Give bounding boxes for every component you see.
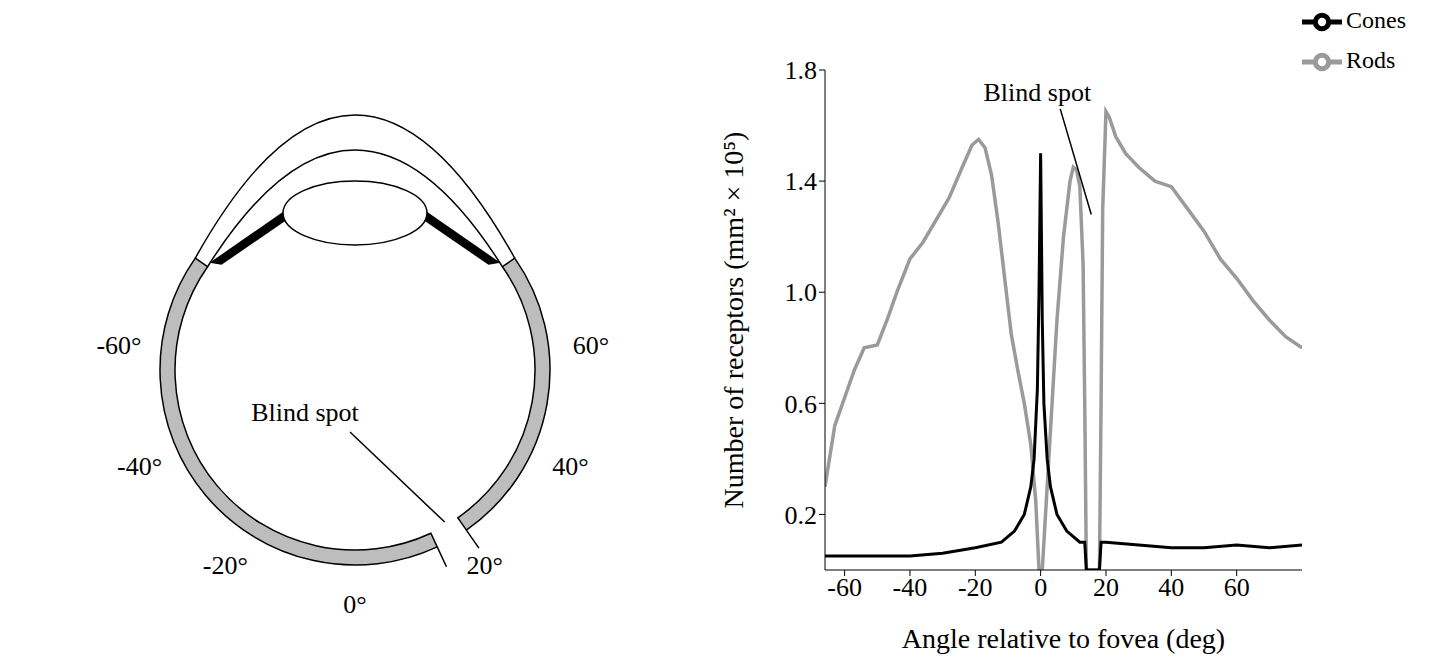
svg-text:Blind spot: Blind spot	[984, 78, 1092, 107]
svg-text:Blind spot: Blind spot	[251, 398, 359, 427]
svg-text:1.4: 1.4	[785, 167, 818, 196]
svg-text:-40°: -40°	[117, 452, 162, 481]
svg-text:60°: 60°	[573, 331, 609, 360]
svg-text:Number of receptors (mm² × 10⁵: Number of receptors (mm² × 10⁵)	[718, 132, 749, 509]
svg-text:0.2: 0.2	[785, 501, 818, 530]
html-text:Cones: Cones	[1346, 6, 1406, 33]
svg-text:0.6: 0.6	[785, 390, 818, 419]
svg-text:60: 60	[1224, 573, 1250, 602]
svg-text:Angle relative to fovea (deg): Angle relative to fovea (deg)	[902, 623, 1225, 654]
svg-text:1.0: 1.0	[785, 278, 818, 307]
svg-text:-20: -20	[958, 573, 993, 602]
svg-text:0: 0	[1034, 573, 1047, 602]
svg-text:20: 20	[1093, 573, 1119, 602]
svg-text:20°: 20°	[467, 551, 503, 580]
svg-text:-60: -60	[827, 573, 862, 602]
svg-text:40°: 40°	[552, 452, 588, 481]
svg-text:-40: -40	[893, 573, 928, 602]
svg-text:1.8: 1.8	[785, 56, 818, 85]
svg-text:40: 40	[1158, 573, 1184, 602]
svg-text:0°: 0°	[343, 590, 366, 619]
html-text:Rods: Rods	[1346, 46, 1396, 73]
svg-text:-20°: -20°	[203, 551, 248, 580]
svg-text:-60°: -60°	[96, 331, 141, 360]
